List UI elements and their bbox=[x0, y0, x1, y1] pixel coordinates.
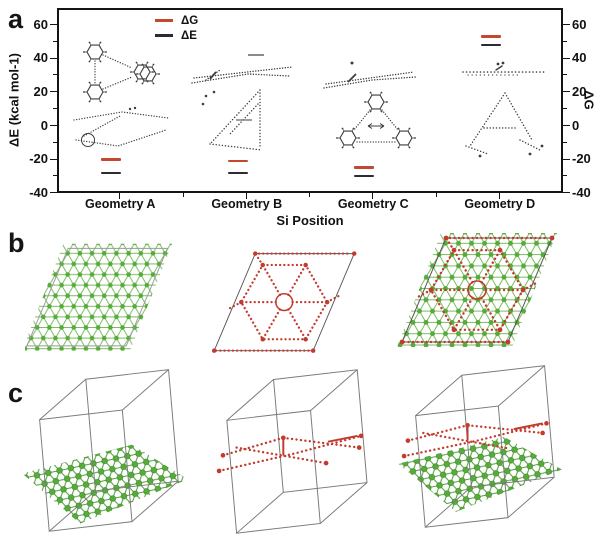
x-category-label: Geometry C bbox=[337, 197, 409, 211]
delta-g-marker bbox=[227, 159, 248, 163]
panel-c-label: c bbox=[8, 378, 24, 408]
y-tick-label-left: 0 bbox=[40, 117, 48, 133]
y-major-tick-right bbox=[563, 158, 570, 160]
y-major-tick-left bbox=[50, 57, 57, 59]
y-major-tick-right bbox=[563, 192, 570, 194]
y-major-tick-left bbox=[50, 158, 57, 160]
panel-a-label: a bbox=[8, 4, 24, 34]
y-minor-tick-right bbox=[563, 175, 567, 177]
substrate-lattice-top-view bbox=[25, 243, 173, 351]
y-major-tick-left bbox=[50, 124, 57, 126]
legend-item-dg: ΔG bbox=[155, 13, 198, 28]
molecule-inset-geometry-c-bottom bbox=[336, 91, 416, 149]
x-category-label: Geometry B bbox=[211, 197, 283, 211]
legend-label-dg: ΔG bbox=[181, 14, 199, 27]
molecule-inset-geometry-d-bottom bbox=[465, 92, 544, 158]
molecule-inset-geometry-b-top bbox=[191, 54, 293, 84]
molecule-inset-geometry-b-bottom bbox=[201, 89, 263, 151]
delta-g-marker bbox=[480, 35, 501, 38]
delta-g-marker bbox=[354, 166, 375, 170]
molecule-inset-geometry-a-top bbox=[83, 41, 160, 103]
y-minor-tick-right bbox=[563, 108, 567, 110]
y-minor-tick-left bbox=[53, 108, 57, 110]
legend-line-dg bbox=[155, 19, 173, 22]
panel-b-top-views: b bbox=[0, 228, 600, 356]
x-major-tick bbox=[372, 193, 374, 199]
y-tick-label-right: 20 bbox=[572, 84, 587, 100]
delta-g-marker bbox=[101, 158, 122, 161]
delta-e-marker bbox=[227, 171, 248, 175]
combined-overlay-top-view bbox=[397, 233, 557, 347]
unit-cell-silicene-layer bbox=[216, 369, 368, 534]
y-major-tick-left bbox=[50, 23, 57, 25]
y-tick-label-right: 0 bbox=[572, 117, 580, 133]
x-category-label: Geometry A bbox=[85, 197, 156, 211]
y-minor-tick-left bbox=[53, 175, 57, 177]
y-major-tick-right bbox=[563, 91, 570, 93]
y-tick-label-left: -20 bbox=[29, 151, 48, 167]
panel-c-unit-cells: c bbox=[0, 356, 600, 540]
y-tick-label-right: -20 bbox=[572, 151, 591, 167]
y-major-tick-left bbox=[50, 192, 57, 194]
x-axis-title: Si Position bbox=[276, 213, 344, 228]
y-major-tick-right bbox=[563, 23, 570, 25]
y-tick-label-right: 60 bbox=[572, 16, 587, 32]
y-major-tick-right bbox=[563, 124, 570, 126]
chart-legend: ΔG ΔE bbox=[155, 13, 198, 43]
chart-plot-frame bbox=[57, 8, 563, 193]
molecule-inset-geometry-c-top bbox=[323, 61, 417, 89]
y-tick-label-left: 40 bbox=[33, 50, 48, 66]
unit-cell-substrate-slab bbox=[22, 369, 188, 532]
y-minor-tick-left bbox=[53, 40, 57, 42]
panel-a-energy-chart: a ΔE (kcal mol-1) ΔG Si Position ΔG ΔE bbox=[0, 0, 600, 229]
x-minor-tick bbox=[435, 193, 437, 197]
silicene-layer-top-view bbox=[212, 250, 358, 355]
y-tick-label-left: -40 bbox=[29, 185, 48, 200]
x-major-tick bbox=[245, 193, 247, 199]
delta-e-marker bbox=[354, 174, 375, 178]
legend-line-de bbox=[155, 34, 173, 37]
unit-cell-combined bbox=[398, 365, 562, 528]
y-major-tick-left bbox=[50, 91, 57, 93]
y-tick-label-right: -40 bbox=[572, 185, 591, 200]
y-minor-tick-right bbox=[563, 40, 567, 42]
molecule-inset-geometry-d-top bbox=[462, 61, 545, 76]
molecule-inset-geometry-a-bottom bbox=[73, 106, 169, 147]
legend-label-de: ΔE bbox=[181, 29, 197, 42]
x-major-tick bbox=[498, 193, 500, 199]
y-minor-tick-left bbox=[53, 141, 57, 143]
y-major-tick-right bbox=[563, 57, 570, 59]
legend-item-de: ΔE bbox=[155, 28, 198, 43]
y-tick-label-left: 60 bbox=[33, 16, 48, 32]
x-minor-tick bbox=[309, 193, 311, 197]
y-minor-tick-right bbox=[563, 141, 567, 143]
y-minor-tick-left bbox=[53, 74, 57, 76]
y-tick-label-right: 40 bbox=[572, 50, 587, 66]
x-category-label: Geometry D bbox=[464, 197, 536, 211]
x-major-tick bbox=[119, 193, 121, 199]
x-minor-tick bbox=[182, 193, 184, 197]
y-minor-tick-right bbox=[563, 74, 567, 76]
panel-b-label: b bbox=[8, 228, 25, 258]
delta-e-marker bbox=[101, 171, 122, 175]
delta-e-marker bbox=[480, 43, 501, 47]
y-tick-label-left: 20 bbox=[33, 84, 48, 100]
